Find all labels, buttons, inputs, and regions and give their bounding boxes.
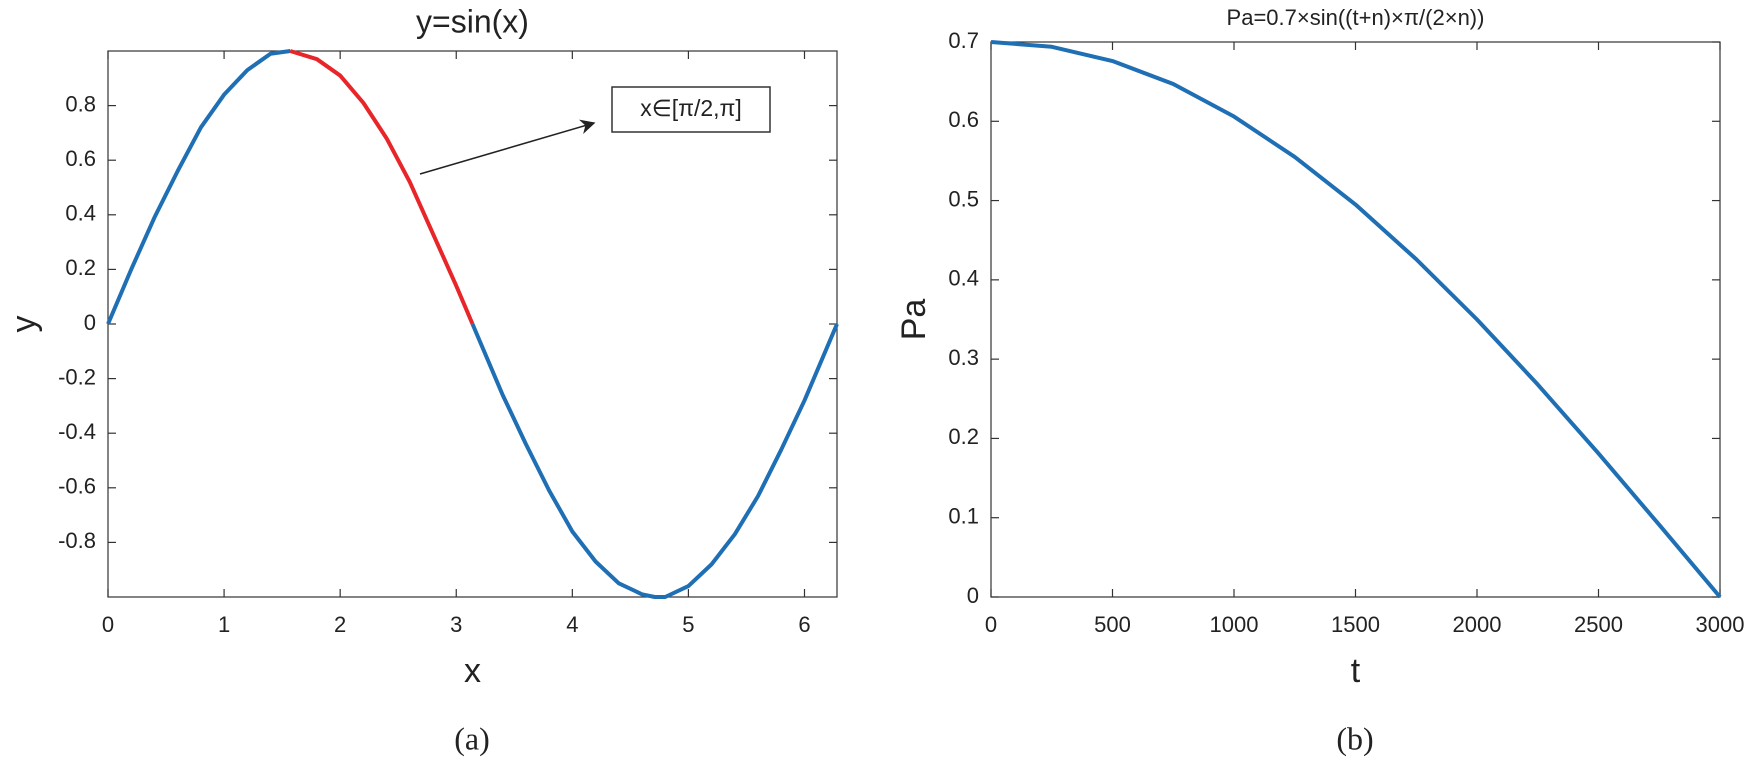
y-tick-label: 0.6 xyxy=(65,146,96,171)
y-tick-label: 0.5 xyxy=(948,186,979,211)
x-tick-label: 6 xyxy=(798,612,810,637)
y-axis-label: Pa xyxy=(895,299,933,341)
caption: (a) xyxy=(454,720,490,756)
plot-area xyxy=(990,41,1721,598)
x-axis-label: t xyxy=(1351,652,1361,690)
x-tick-label: 3000 xyxy=(1696,612,1745,637)
chart-title: Pa=0.7×sin((t+n)×π/(2×n)) xyxy=(1227,5,1485,30)
y-tick-label: 0.6 xyxy=(948,107,979,132)
y-tick-label: 0.4 xyxy=(65,201,96,226)
annotation-box xyxy=(611,86,771,133)
y-tick-label: -0.4 xyxy=(58,419,96,444)
y-tick-label: 0.3 xyxy=(948,345,979,370)
y-tick-label: 0.8 xyxy=(65,91,96,116)
y-tick-label: -0.6 xyxy=(58,474,96,499)
x-tick-label: 1000 xyxy=(1210,612,1259,637)
x-tick-label: 500 xyxy=(1094,612,1131,637)
x-tick-label: 0 xyxy=(102,612,114,637)
x-tick-label: 0 xyxy=(985,612,997,637)
x-tick-label: 2500 xyxy=(1574,612,1623,637)
annotation-arrow xyxy=(419,119,596,175)
y-tick-label: 0.2 xyxy=(65,255,96,280)
y-tick-label: 0.2 xyxy=(948,424,979,449)
line-series xyxy=(106,49,291,325)
y-tick-label: 0.1 xyxy=(948,504,979,529)
line-series xyxy=(990,40,1722,599)
y-tick-label: 0.4 xyxy=(948,266,979,291)
line-series xyxy=(289,49,475,325)
caption: (b) xyxy=(1336,720,1373,756)
x-tick-label: 1 xyxy=(218,612,230,637)
x-tick-label: 2 xyxy=(334,612,346,637)
x-tick-label: 1500 xyxy=(1331,612,1380,637)
x-axis-label: x xyxy=(464,652,481,690)
y-tick-label: 0 xyxy=(967,583,979,608)
x-tick-label: 3 xyxy=(450,612,462,637)
annotation-text: x∈[π/2,π] xyxy=(640,95,742,121)
line-series xyxy=(470,323,839,599)
y-axis-label: y xyxy=(5,316,43,333)
y-tick-label: -0.8 xyxy=(58,528,96,553)
y-tick-label: 0 xyxy=(84,310,96,335)
y-tick-label: -0.2 xyxy=(58,364,96,389)
x-tick-label: 2000 xyxy=(1453,612,1502,637)
x-tick-label: 5 xyxy=(682,612,694,637)
chart-title: y=sin(x) xyxy=(416,3,529,39)
x-tick-label: 4 xyxy=(566,612,578,637)
y-tick-label: 0.7 xyxy=(948,28,979,53)
